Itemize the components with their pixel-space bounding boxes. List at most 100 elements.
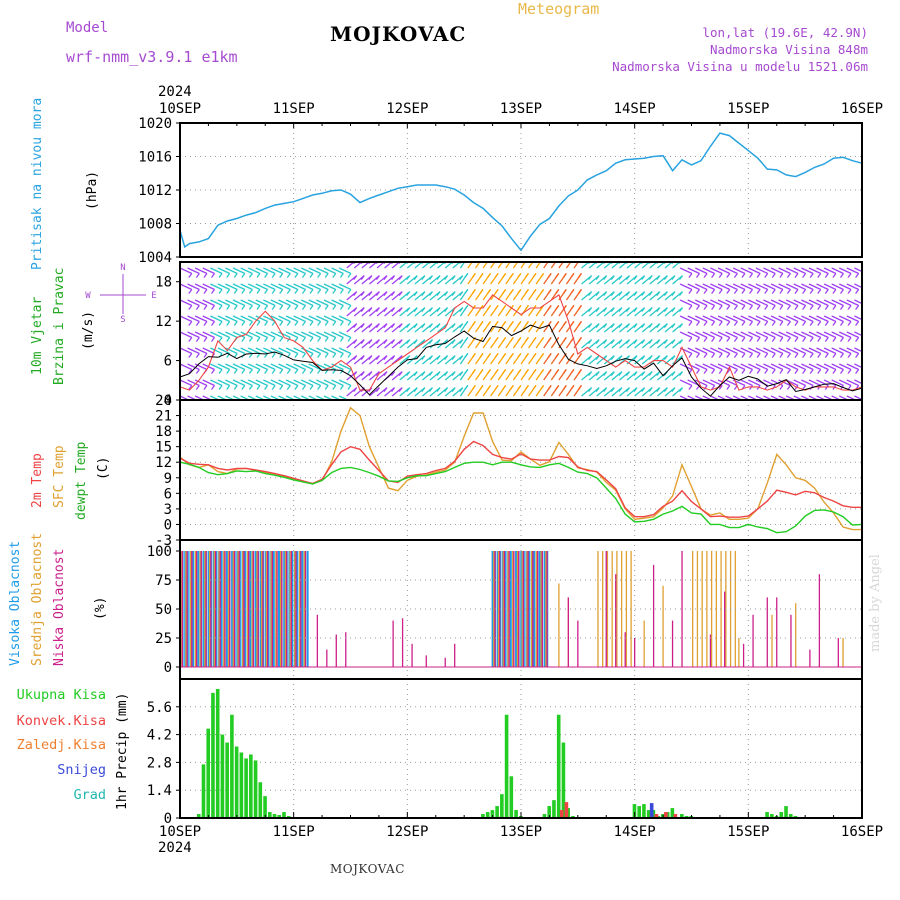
wind-barb-tip [772,401,775,405]
wind-barb [785,395,795,399]
wind-barb-tip [656,323,661,329]
wind-barb [710,363,723,371]
wind-barb-tip [871,385,874,389]
wind-barb-tip [787,401,790,405]
wind-barb [255,395,264,399]
precip-conv-bar [559,810,564,818]
wind-barb [255,347,268,355]
temp-ylabel-dew: dewpt Temp [74,442,89,520]
wind-barb-tip [436,323,441,329]
wind-barb [717,379,731,387]
wind-barb [308,283,321,291]
wind-barb [278,363,291,371]
wind-barb-tip [195,385,200,390]
wind-barb-tip [368,355,373,361]
wind-barb-tip [809,353,814,358]
wind-barb [725,299,738,307]
wind-barb-tip [765,401,768,405]
wind-barb-tip [471,336,476,342]
wind-barb-tip [383,387,388,393]
wind-barb-tip [324,353,329,358]
wind-barb [725,315,738,323]
temperature-ytick-label: 21 [155,409,172,425]
wind-barb-tip [233,385,238,390]
wind-barb-tip [241,321,246,326]
wind-barb-tip [502,336,507,342]
wind-barb-tip [309,321,314,326]
wind-barb-tip [633,291,638,297]
wind-barb [255,315,268,323]
wind-barb-tip [786,337,791,342]
wind-barb-tip [764,337,769,342]
wind-barb-tip [718,305,723,310]
pressure-ylabel: Pritisak na nivou mora [30,98,45,270]
wind-barb [763,283,776,291]
wind-barb-tip [348,401,351,405]
wind-barb-tip [309,273,314,278]
wind-barb-tip [226,337,231,342]
wind-barb-tip [248,337,253,342]
wind-barb-tip [451,387,456,393]
wind-barb-tip [703,353,708,358]
wind-barb [823,267,837,275]
wind-barb [187,267,200,275]
bottom-day-label: 11SEP [273,824,315,840]
wind-barb [232,379,246,387]
wind-barb-tip [509,368,514,374]
wind-barb [369,262,378,269]
wind-barb-tip [242,401,245,405]
cloud-ytick-label: 0 [164,660,172,676]
wind-barb-tip [444,387,449,393]
wind-barb-tip [764,369,769,374]
wind-barb-tip [555,288,560,294]
wind-barb-tip [794,273,799,278]
wind-barb [202,315,215,323]
wind-barb-tip [610,323,615,329]
wind-barb [778,347,791,355]
wind-barb [831,299,844,307]
wind-barb-tip [375,291,380,297]
wind-barb [316,267,329,275]
wind-barb-tip [671,371,676,377]
wind-barb-tip [863,273,866,277]
wind-barb [702,363,715,371]
wind-barb-tip [570,368,575,374]
wind-barb [323,315,337,323]
wind-barb-tip [502,320,507,326]
wind-barb-tip [301,369,306,374]
wind-barb-tip [471,384,476,390]
wind-barb-tip [848,401,851,405]
wind-barb-tip [195,273,200,278]
wind-barb-tip [756,353,761,358]
wind-barb-tip [188,337,193,342]
wind-barb [838,315,852,323]
wind-barb-tip [794,305,799,310]
wind-barb-tip [487,352,492,358]
wind-barb-tip [368,275,373,281]
wind-barb [293,363,306,371]
wind-barb-tip [678,371,684,377]
wind-barb-tip [265,401,268,405]
wind-barb [187,315,200,323]
wind-barb-tip [324,289,329,294]
wind-barb-tip [595,291,600,297]
wind-barb [816,283,829,291]
wind-barb-tip [824,353,829,358]
wind-barb [793,363,806,371]
wind-barb [702,283,715,291]
wind-barb [823,395,833,399]
wind-barb [748,379,761,387]
wind-barb-tip [241,305,246,310]
wind-barb-tip [588,355,593,361]
wind-barb-tip [741,321,746,326]
wind-barb-tip [718,353,723,358]
wind-barb-tip [210,273,216,278]
wind-barb [770,363,784,371]
wind-barb [732,363,746,371]
wind-barb-tip [375,275,380,281]
wind-barb-tip [555,272,560,278]
wind-barb [187,395,196,399]
wind-barb [247,379,261,387]
wind-barb [194,315,208,323]
precip-total-bar [765,812,769,818]
